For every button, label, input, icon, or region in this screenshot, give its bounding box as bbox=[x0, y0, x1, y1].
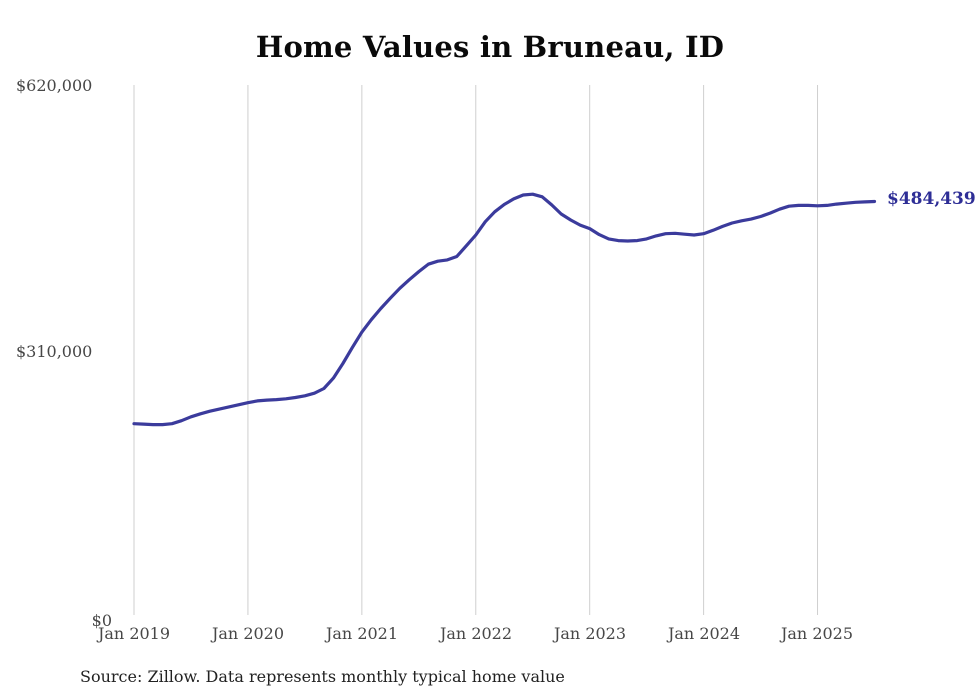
year-gridlines bbox=[133, 85, 819, 615]
chart-title: Home Values in Bruneau, ID bbox=[255, 30, 725, 64]
x-axis-tick-jan-2023: Jan 2023 bbox=[553, 624, 627, 643]
series-end-value-label: $484,439 bbox=[887, 189, 976, 209]
y-axis-tick-310000: $310,000 bbox=[16, 342, 93, 361]
x-axis-tick-jan-2024: Jan 2024 bbox=[667, 624, 741, 643]
y-axis-tick-620000: $620,000 bbox=[16, 76, 93, 95]
x-axis-tick-jan-2020: Jan 2020 bbox=[211, 624, 285, 643]
x-axis-tick-jan-2019: Jan 2019 bbox=[97, 624, 171, 643]
home-value-line-series bbox=[132, 192, 877, 427]
y-axis-tick-0: $0 bbox=[91, 611, 112, 630]
source-attribution: Source: Zillow. Data represents monthly … bbox=[80, 667, 565, 686]
x-axis-tick-jan-2025: Jan 2025 bbox=[780, 624, 854, 643]
x-axis-tick-jan-2022: Jan 2022 bbox=[439, 624, 513, 643]
x-axis-tick-jan-2021: Jan 2021 bbox=[325, 624, 399, 643]
